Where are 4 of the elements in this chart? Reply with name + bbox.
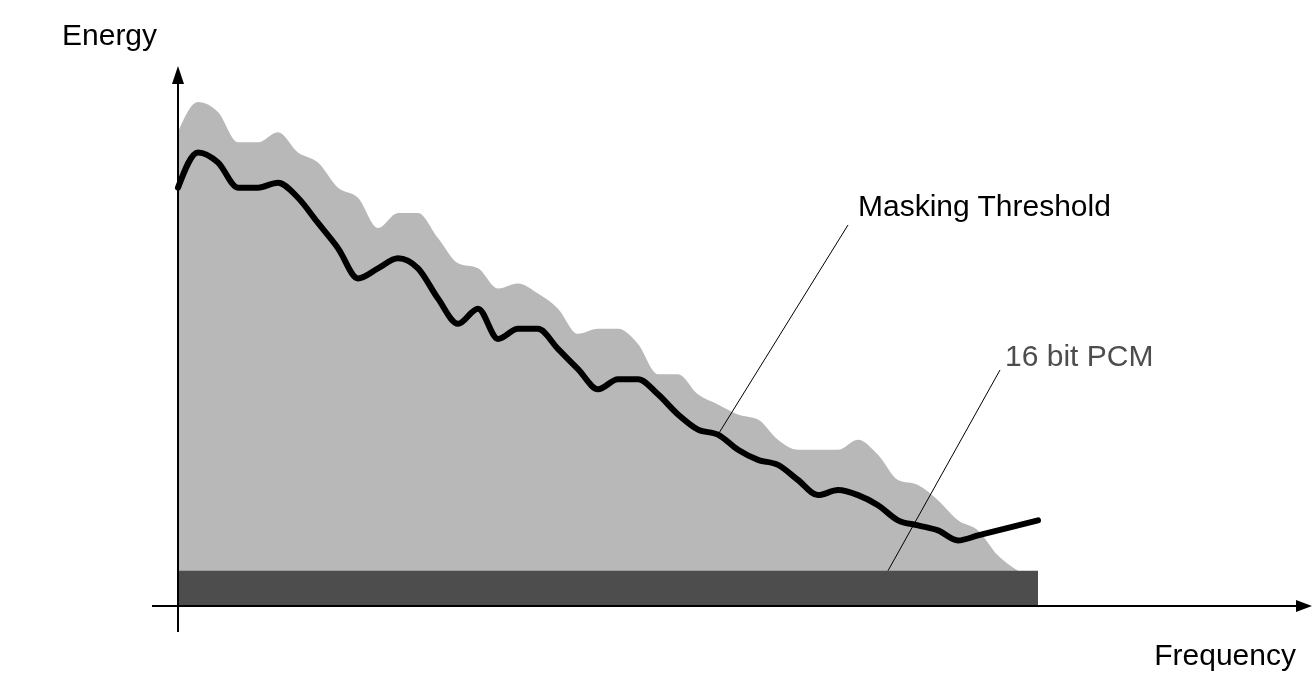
- text: Masking Threshold: [858, 189, 1111, 222]
- x-axis-title: Frequency: [1154, 638, 1296, 671]
- text: 16 bit PCM: [1005, 339, 1154, 372]
- y-axis-title: Energy: [62, 18, 158, 51]
